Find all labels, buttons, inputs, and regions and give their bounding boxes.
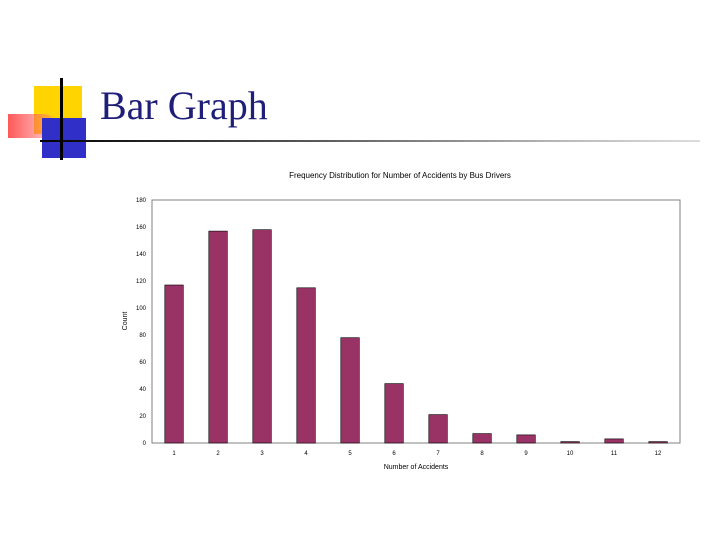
decor-blue-square [42,118,86,158]
plot-area [151,199,681,444]
decor-vertical-line [60,78,63,160]
x-tick-label: 9 [524,451,528,457]
x-tick-label: 8 [480,451,484,457]
x-tick-label: 2 [216,451,220,457]
bar [340,337,360,444]
bar [604,438,624,444]
bar [472,433,492,444]
y-tick-label: 160 [136,225,147,231]
x-axis-label: Number of Accidents [384,464,449,471]
y-tick-label: 40 [139,387,146,393]
y-tick-label: 140 [136,252,147,258]
x-tick-label: 11 [611,451,618,457]
x-tick-label: 6 [392,451,396,457]
bar [428,414,448,444]
y-tick-label: 80 [139,333,146,339]
slide-title: Bar Graph [100,83,268,128]
chart-title: Frequency Distribution for Number of Acc… [289,171,511,180]
x-tick-label: 1 [172,451,176,457]
x-tick-label: 4 [304,451,308,457]
bar [252,229,272,444]
x-tick-label: 7 [436,451,440,457]
x-tick-label: 12 [655,451,662,457]
bar [208,230,228,444]
bar [648,441,668,444]
y-tick-label: 100 [136,306,147,312]
bar [560,441,580,444]
x-tick-label: 5 [348,451,352,457]
y-tick-label: 120 [136,279,147,285]
y-tick-label: 60 [139,360,146,366]
x-tick-label: 10 [567,451,574,457]
y-axis-label: Count [122,312,129,331]
x-tick-label: 3 [260,451,264,457]
bar [516,434,536,444]
y-tick-label: 20 [139,414,146,420]
title-underline [40,140,700,142]
y-tick-label: 0 [143,441,147,447]
bar [296,287,316,444]
y-tick-label: 180 [136,198,147,204]
bar [384,383,404,444]
bar [164,284,184,444]
